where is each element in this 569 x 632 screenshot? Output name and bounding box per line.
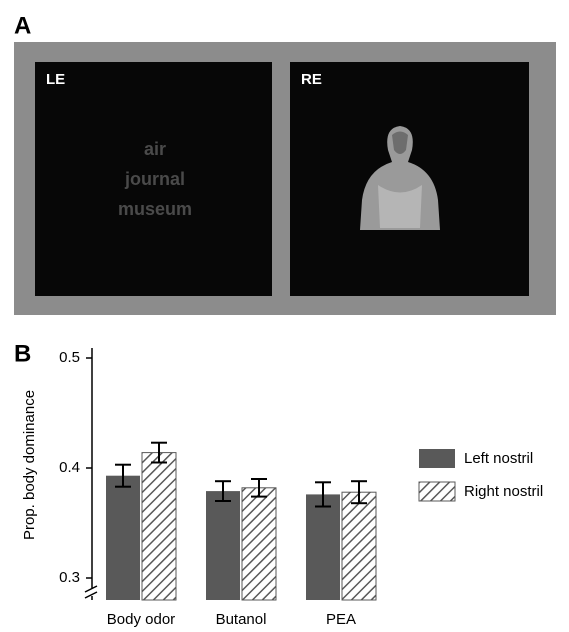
word: air [144,139,166,159]
left-eye-screen [35,62,272,296]
bar [206,491,240,600]
panel-label: A [14,12,31,39]
eye-label: LE [46,71,65,88]
body-image [360,126,440,230]
y-tick-label: 0.3 [59,569,80,586]
bar [106,475,140,600]
bar-chart: 0.3 0.4 0.5 Body odor Butanol PEA Left nostril… [59,349,543,628]
panel-label: B [14,340,31,367]
bar [306,494,340,600]
bar [241,487,277,601]
y-axis-label: Prop. body dominance [21,390,38,540]
word: museum [118,199,192,219]
legend-label: Left nostril [464,450,533,467]
x-tick-label: Butanol [216,611,267,628]
word: journal [124,169,185,189]
legend-swatch [419,449,455,468]
axis-break [84,591,98,599]
x-tick-label: PEA [326,611,356,628]
legend-label: Right nostril [464,483,543,500]
axis-break [84,585,98,593]
x-tick-label: Body odor [107,611,175,628]
legend-swatch [418,481,456,502]
eye-label: RE [301,71,322,88]
bar [341,491,377,601]
y-tick-label: 0.4 [59,459,80,476]
bar [141,452,177,601]
y-tick-label: 0.5 [59,349,80,366]
